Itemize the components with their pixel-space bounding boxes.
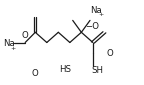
Text: +: + <box>11 46 16 50</box>
Text: Na: Na <box>90 6 102 15</box>
Text: O: O <box>107 49 113 58</box>
Text: SH: SH <box>91 66 103 75</box>
Text: Na: Na <box>3 39 15 48</box>
Text: HS: HS <box>59 65 71 74</box>
Text: −O: −O <box>85 22 99 31</box>
Text: +: + <box>99 12 104 17</box>
Text: O: O <box>32 69 39 78</box>
Text: O: O <box>21 31 28 40</box>
